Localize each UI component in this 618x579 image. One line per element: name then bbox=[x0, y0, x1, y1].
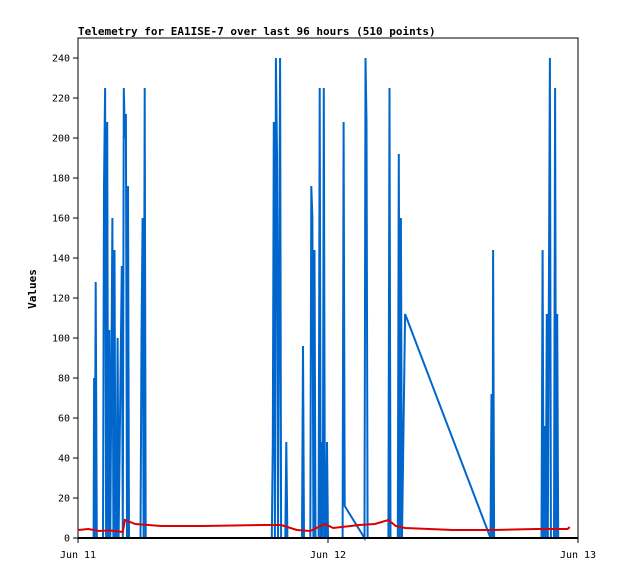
y-tick-label-4: 80 bbox=[58, 374, 70, 385]
y-tick-label-1: 20 bbox=[58, 494, 70, 505]
y-tick-label-11: 220 bbox=[52, 94, 70, 105]
x-tick-label-0: Jun 11 bbox=[60, 550, 96, 561]
y-tick-label-3: 60 bbox=[58, 414, 70, 425]
y-axis: 0 20 40 60 80 100 120 140 160 180 200 220 240 bbox=[52, 54, 78, 545]
y-tick-label-12: 240 bbox=[52, 54, 70, 65]
y-tick-label-6: 120 bbox=[52, 294, 70, 305]
y-tick-label-0: 0 bbox=[64, 534, 70, 545]
y-tick-label-8: 160 bbox=[52, 214, 70, 225]
y-tick-label-9: 180 bbox=[52, 174, 70, 185]
y-axis-label: Values bbox=[26, 269, 39, 309]
chart-title: Telemetry for EA1ISE-7 over last 96 hour… bbox=[78, 25, 436, 38]
x-tick-label-1: Jun 12 bbox=[310, 550, 346, 561]
x-tick-label-2: Jun 13 bbox=[560, 550, 596, 561]
y-tick-label-10: 200 bbox=[52, 134, 70, 145]
y-tick-label-5: 100 bbox=[52, 334, 70, 345]
x-axis: Jun 11 Jun 12 Jun 13 bbox=[60, 538, 596, 561]
series-line-1 bbox=[77, 518, 571, 534]
y-tick-label-7: 140 bbox=[52, 254, 70, 265]
y-tick-label-2: 40 bbox=[58, 454, 70, 465]
